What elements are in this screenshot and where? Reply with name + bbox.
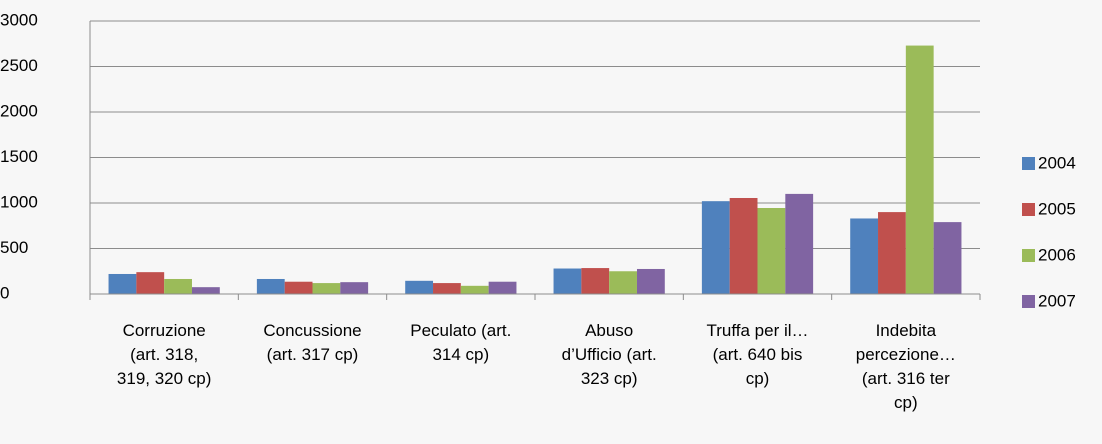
- chart: 0 500 1000 1500 2000 2500 3000 Corruzione(art. …: [0, 0, 1102, 444]
- y-tick-label: 2000: [0, 101, 38, 120]
- bar: [878, 212, 906, 294]
- legend-label: 2005: [1038, 199, 1076, 218]
- bar: [405, 281, 433, 294]
- bar: [730, 198, 758, 294]
- y-tick-label: 500: [0, 238, 28, 257]
- bar: [850, 218, 878, 294]
- legend-swatch: [1022, 249, 1035, 262]
- x-tick-label: Concussione(art. 317 cp): [263, 321, 361, 364]
- legend-label: 2006: [1038, 245, 1076, 264]
- bar: [313, 283, 341, 294]
- bar: [609, 271, 637, 294]
- bar: [136, 272, 164, 294]
- bar: [461, 286, 489, 294]
- legend-label: 2004: [1038, 153, 1076, 172]
- bar: [934, 222, 962, 294]
- y-tick-label: 0: [0, 283, 9, 302]
- bar: [164, 279, 192, 294]
- y-tick-label: 1000: [0, 192, 38, 211]
- y-tick-label: 2500: [0, 56, 38, 75]
- legend-label: 2007: [1038, 291, 1076, 310]
- bar: [285, 282, 313, 294]
- bar: [581, 268, 609, 294]
- x-tick-label: Corruzione(art. 318,319, 320 cp): [117, 321, 212, 388]
- bar: [257, 279, 285, 294]
- bar: [785, 194, 813, 294]
- bar: [433, 283, 461, 294]
- y-tick-label: 3000: [0, 10, 38, 29]
- bar: [758, 208, 786, 294]
- y-tick-label: 1500: [0, 147, 38, 166]
- bar: [906, 46, 934, 294]
- legend-swatch: [1022, 157, 1035, 170]
- x-tick-label: Peculato (art.314 cp): [410, 321, 511, 364]
- bar: [702, 201, 730, 294]
- bar: [554, 269, 582, 294]
- legend-swatch: [1022, 203, 1035, 216]
- bar: [192, 287, 220, 294]
- bar: [637, 269, 665, 294]
- bar: [340, 282, 368, 294]
- bar: [489, 282, 517, 294]
- bar: [109, 274, 137, 294]
- legend-swatch: [1022, 295, 1035, 308]
